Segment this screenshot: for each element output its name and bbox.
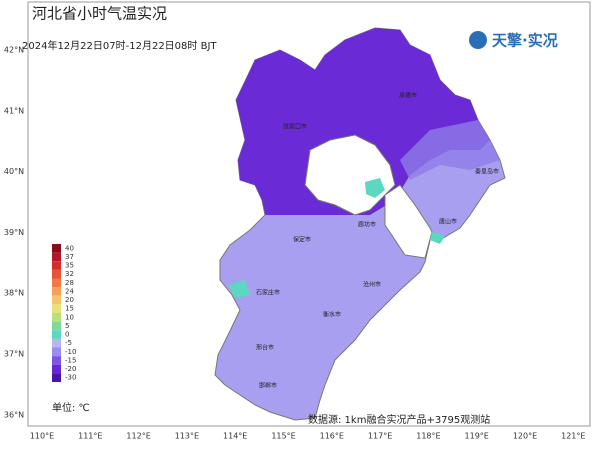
region-mid [400, 120, 500, 180]
legend-swatch [52, 287, 61, 296]
source: 数据源: 1km融合实况产品+3795观测站 [308, 413, 490, 426]
subtitle: 2024年12月22日07时-12月22日08时 BJT [22, 39, 217, 52]
city-label: 唐山市 [439, 218, 457, 226]
legend-swatch [52, 269, 61, 279]
latitude-label: 42°N [4, 46, 24, 55]
longitude-label: 110°E [30, 432, 54, 441]
logo: 天擎·实况 [469, 31, 558, 50]
title: 河北省小时气温实况 [32, 5, 167, 23]
latitude-label: 37°N [4, 350, 24, 359]
legend-swatch [52, 244, 61, 253]
longitude-label: 119°E [465, 432, 489, 441]
city-label: 承德市 [399, 92, 417, 100]
legend-swatch [52, 347, 61, 357]
legend-label: 40 [65, 244, 74, 252]
city-label: 邯郸市 [259, 382, 277, 390]
logo-text: 天擎·实况 [492, 32, 558, 50]
legend-label: -15 [65, 356, 76, 364]
legend-label: -20 [65, 365, 76, 373]
legend-swatch [52, 356, 61, 365]
legend-label: 35 [65, 262, 74, 270]
city-label: 廊坊市 [358, 221, 376, 229]
legend-label: 10 [65, 313, 74, 321]
legend-label: 32 [65, 270, 74, 278]
latitude-label: 39°N [4, 228, 24, 237]
legend-label: 20 [65, 296, 74, 304]
legend-label: 24 [65, 287, 74, 295]
longitude-label: 112°E [126, 432, 150, 441]
latitude-label: 36°N [4, 410, 24, 419]
legend-label: -10 [65, 348, 76, 356]
legend-label: -30 [65, 374, 76, 382]
province-north [236, 28, 490, 215]
latitude-label: 40°N [4, 167, 24, 176]
longitude-label: 111°E [78, 432, 102, 441]
legend-swatch [52, 295, 61, 305]
warm-spot [228, 280, 250, 298]
tianjin [384, 184, 433, 259]
city-label: 衡水市 [323, 311, 341, 319]
legend-swatch [52, 330, 61, 339]
longitude-label: 121°E [561, 432, 585, 441]
legend-swatch [52, 252, 61, 262]
longitude-label: 118°E [416, 432, 440, 441]
legend-label: 15 [65, 305, 74, 313]
longitude-label: 113°E [175, 432, 199, 441]
legend-swatch [52, 278, 61, 288]
longitude-label: 114°E [223, 432, 247, 441]
legend-swatch [52, 338, 61, 348]
legend-label: -5 [65, 339, 72, 347]
city-label: 保定市 [293, 236, 311, 244]
longitude-label: 116°E [320, 432, 344, 441]
legend-label: 0 [65, 331, 69, 339]
warm-spot [365, 178, 385, 198]
legend-swatch [52, 373, 61, 382]
longitude-label: 117°E [368, 432, 392, 441]
city-label: 邢台市 [256, 344, 274, 352]
city-label: 沧州市 [363, 281, 381, 289]
legend-swatch [52, 321, 61, 331]
axis-labels: 110°E 111°E 112°E 113°E 114°E 115°E 116°E 117°E… [4, 46, 586, 441]
legend-unit: 单位: ℃ [52, 401, 90, 414]
latitude-label: 41°N [4, 106, 24, 115]
legend-swatch [52, 261, 61, 270]
longitude-label: 120°E [513, 432, 537, 441]
city-label: 张家口市 [283, 123, 307, 131]
map-frame [27, 1, 591, 427]
legend-label: 37 [65, 253, 74, 261]
legend-label: 5 [65, 322, 69, 330]
legend-label: 28 [65, 279, 74, 287]
legend-swatch [52, 313, 61, 322]
latitude-label: 38°N [4, 289, 24, 298]
province-map [214, 27, 506, 421]
legend-swatch [52, 304, 61, 313]
warm-spot [430, 232, 445, 244]
longitude-label: 115°E [271, 432, 295, 441]
logo-icon [469, 31, 487, 49]
city-label: 秦皇岛市 [475, 168, 499, 176]
legend-swatch [52, 364, 61, 374]
city-label: 石家庄市 [256, 289, 280, 297]
